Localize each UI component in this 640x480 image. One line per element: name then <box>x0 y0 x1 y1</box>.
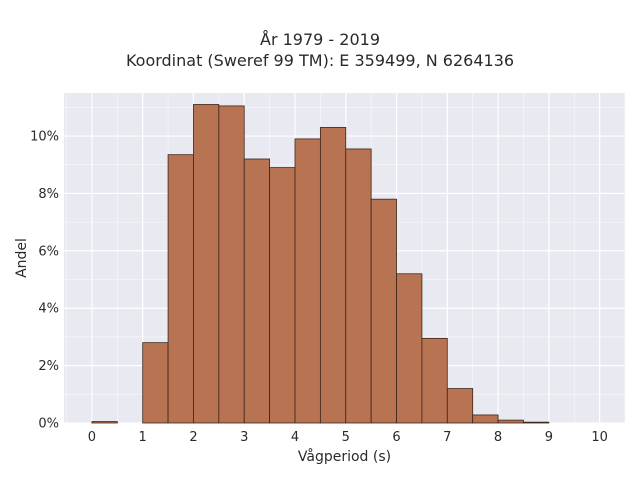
histogram-bar <box>142 342 169 424</box>
y-axis-label: Andel <box>14 238 30 278</box>
histogram-bar <box>91 421 118 424</box>
x-tick-label: 7 <box>443 430 451 445</box>
x-tick-label: 9 <box>545 430 553 445</box>
y-tick-label: 6% <box>38 244 59 259</box>
histogram-bar <box>472 414 499 424</box>
histogram-bar <box>319 127 347 424</box>
y-tick-label: 4% <box>38 302 59 317</box>
y-tick-label: 0% <box>38 417 59 432</box>
histogram-bar <box>345 148 372 424</box>
histogram-bar <box>497 419 524 424</box>
x-tick-label: 1 <box>139 430 147 445</box>
chart-title: År 1979 - 2019 <box>260 30 380 49</box>
histogram-bar <box>269 167 296 424</box>
histogram-bar <box>167 154 194 424</box>
x-tick-label: 10 <box>591 430 608 445</box>
histogram-bar <box>370 198 397 424</box>
x-tick-label: 4 <box>291 430 299 445</box>
histogram-bar <box>396 273 423 424</box>
y-tick-label: 10% <box>30 130 59 145</box>
chart-subtitle: Koordinat (Sweref 99 TM): E 359499, N 62… <box>125 51 515 70</box>
x-tick-label: 5 <box>342 430 350 445</box>
histogram-bar <box>193 104 220 424</box>
histogram-bar <box>446 388 474 424</box>
histogram-bar <box>294 138 321 424</box>
histogram-bar <box>421 337 448 424</box>
histogram-bar <box>218 105 245 424</box>
x-tick-label: 8 <box>494 430 502 445</box>
x-tick-label: 0 <box>88 430 96 445</box>
x-tick-label: 6 <box>392 430 400 445</box>
x-axis-label: Vågperiod (s) <box>298 448 391 465</box>
x-tick-label: 3 <box>240 430 248 445</box>
histogram-bar <box>243 158 271 424</box>
histogram-bar <box>523 421 550 424</box>
x-tick-label: 2 <box>189 430 197 445</box>
y-tick-label: 8% <box>38 187 59 202</box>
y-tick-label: 2% <box>38 359 59 374</box>
